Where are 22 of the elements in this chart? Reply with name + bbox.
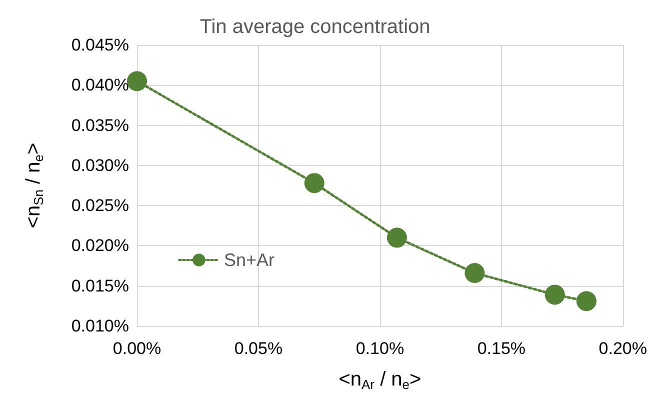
point bbox=[386, 228, 407, 248]
y-tick-label: 0.030% bbox=[71, 156, 129, 175]
x-tick-label: 0.00% bbox=[112, 339, 162, 358]
point bbox=[304, 173, 324, 194]
x-tick-label: 0.15% bbox=[477, 339, 526, 358]
y-tick-label: 0.015% bbox=[71, 276, 129, 296]
point bbox=[127, 71, 147, 92]
y-tick-label: 0.025% bbox=[71, 196, 129, 216]
y-tick-label: 0.035% bbox=[71, 116, 129, 135]
y-tick-label: 0.010% bbox=[71, 316, 129, 336]
legend-label: Sn+Ar bbox=[224, 250, 275, 270]
point bbox=[576, 291, 596, 312]
point bbox=[464, 263, 485, 284]
x-tick-label: 0.10% bbox=[356, 339, 404, 358]
y-tick-label: 0.020% bbox=[71, 236, 129, 256]
x-tick-label: 0.05% bbox=[234, 339, 283, 358]
point bbox=[544, 284, 565, 305]
y-axis-title: <nSn / ne> bbox=[22, 142, 46, 228]
y-tick-label: 0.045% bbox=[71, 36, 129, 54]
y-tick-label: 0.040% bbox=[71, 76, 129, 95]
x-tick-label: 0.20% bbox=[598, 339, 647, 358]
chart-title: Tin average concentration bbox=[200, 16, 430, 38]
